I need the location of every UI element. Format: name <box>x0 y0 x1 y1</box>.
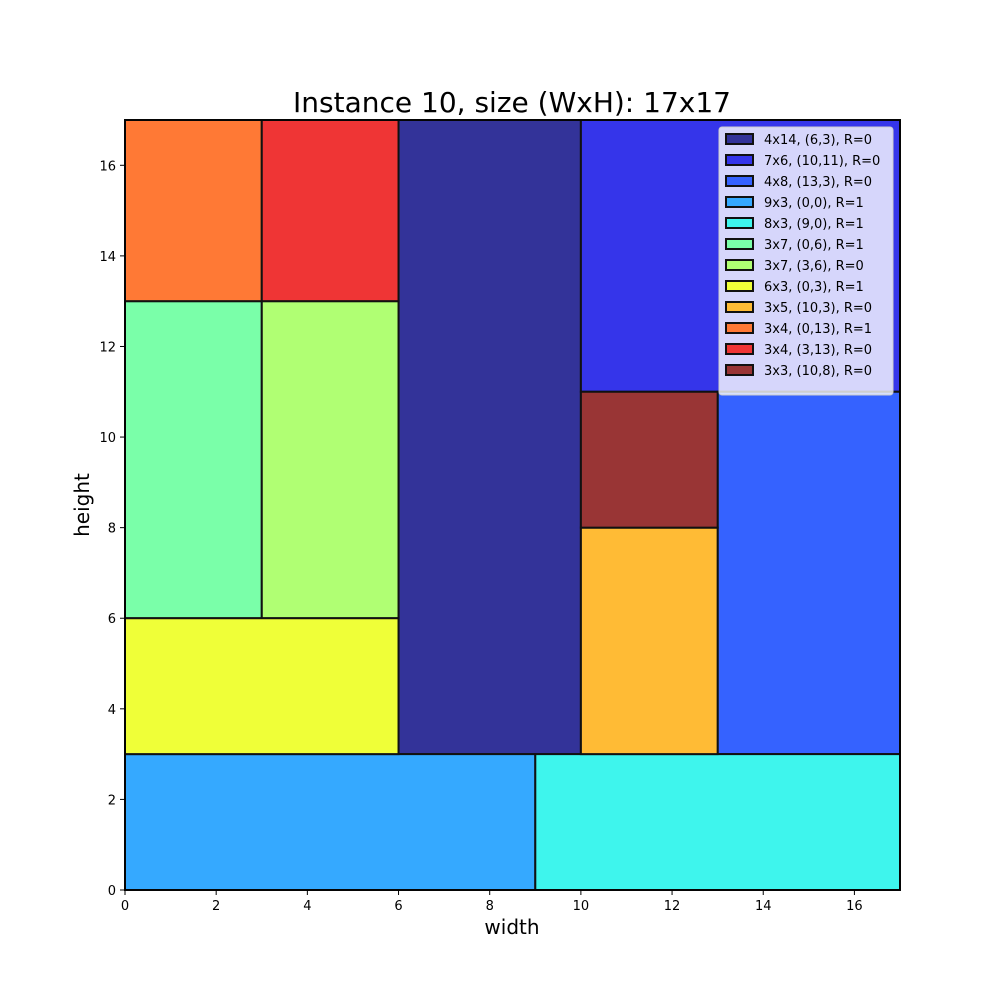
legend-entry-label: 3x5, (10,3), R=0 <box>764 301 872 316</box>
legend: 4x14, (6,3), R=0 7x6, (10,11), R=0 4x8, (1… <box>718 126 894 396</box>
plot-frame <box>124 119 901 891</box>
x-tick-label: 4 <box>303 899 311 914</box>
legend-entry-label: 4x14, (6,3), R=0 <box>764 133 872 148</box>
x-tick-label: 8 <box>486 899 494 914</box>
legend-entry-label: 3x7, (3,6), R=0 <box>764 259 864 274</box>
legend-swatch <box>725 343 754 355</box>
packed-rect-6 <box>124 300 263 620</box>
y-tick-label: 16 <box>99 159 116 174</box>
legend-entry-label: 3x4, (3,13), R=0 <box>764 343 872 358</box>
y-tick-label: 4 <box>108 703 116 718</box>
x-axis: 0 2 4 6 8 10 12 14 16 <box>121 890 863 914</box>
legend-entry-label: 3x4, (0,13), R=1 <box>764 322 872 337</box>
packed-rect-1 <box>397 119 582 756</box>
legend-entry-label: 3x3, (10,8), R=0 <box>764 364 872 379</box>
y-tick-label: 0 <box>108 884 116 899</box>
legend-swatch <box>725 322 754 334</box>
legend-entry-label: 8x3, (9,0), R=1 <box>764 217 864 232</box>
legend-entry-label: 9x3, (0,0), R=1 <box>764 196 864 211</box>
y-tick-label: 2 <box>108 793 116 808</box>
packed-rect-11 <box>260 119 400 303</box>
legend-swatch <box>725 133 754 145</box>
packed-rect-8 <box>124 617 400 756</box>
y-tick-label: 14 <box>99 250 116 265</box>
rectangles-layer <box>124 119 901 892</box>
legend-swatch <box>725 238 754 250</box>
legend-frame <box>718 126 894 396</box>
legend-swatch <box>725 259 754 271</box>
legend-swatch <box>725 280 754 292</box>
packed-rect-12 <box>579 390 719 529</box>
x-tick-label: 16 <box>846 899 863 914</box>
packed-rect-9 <box>579 526 719 756</box>
x-tick-label: 12 <box>664 899 681 914</box>
x-tick-label: 0 <box>121 899 129 914</box>
legend-swatch <box>725 364 754 376</box>
legend-swatch <box>725 175 754 187</box>
packed-rect-5 <box>534 753 901 892</box>
packed-rect-10 <box>124 119 263 303</box>
legend-swatch <box>725 196 754 208</box>
y-tick-label: 8 <box>108 522 116 537</box>
y-tick-label: 10 <box>99 431 116 446</box>
legend-entry-label: 3x7, (0,6), R=1 <box>764 238 864 253</box>
x-tick-label: 2 <box>212 899 220 914</box>
packed-rect-7 <box>260 300 400 620</box>
y-axis: 0 2 4 6 8 10 12 14 16 <box>99 159 125 899</box>
legend-swatch <box>725 301 754 313</box>
packed-rect-4 <box>124 753 537 892</box>
x-tick-label: 10 <box>573 899 590 914</box>
y-tick-label: 6 <box>108 612 116 627</box>
y-tick-label: 12 <box>99 340 116 355</box>
legend-swatch <box>725 217 754 229</box>
y-axis-label: height <box>70 473 94 537</box>
legend-entry-label: 7x6, (10,11), R=0 <box>764 154 880 169</box>
x-tick-label: 6 <box>394 899 402 914</box>
legend-entry-label: 4x8, (13,3), R=0 <box>764 175 872 190</box>
x-tick-label: 14 <box>755 899 772 914</box>
legend-swatch <box>725 154 754 166</box>
chart-title: Instance 10, size (WxH): 17x17 <box>293 86 731 119</box>
legend-entry-label: 6x3, (0,3), R=1 <box>764 280 864 295</box>
packed-rect-3 <box>716 390 901 756</box>
x-axis-label: width <box>484 915 539 939</box>
